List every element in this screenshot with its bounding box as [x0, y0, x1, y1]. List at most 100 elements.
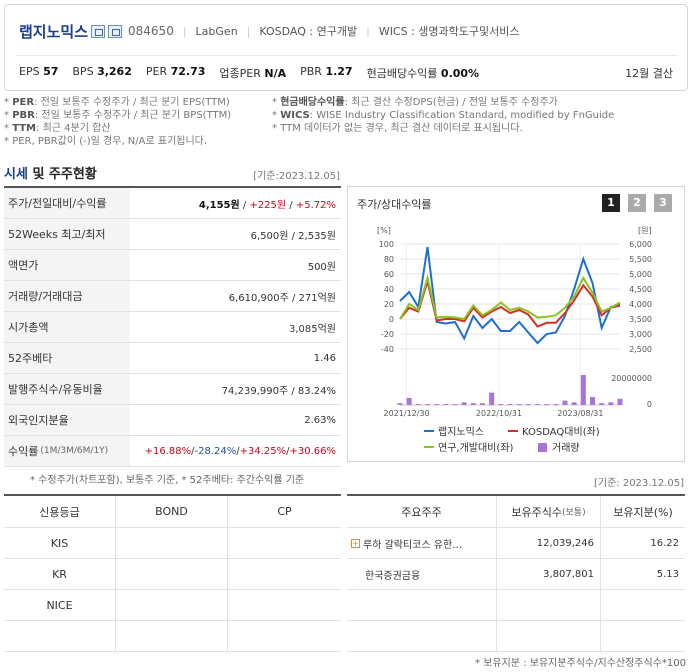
- volume-bar: [425, 404, 430, 405]
- x-tick-label: 2022/10/31: [476, 409, 522, 418]
- english-name: LabGen: [195, 24, 238, 38]
- chart-page-2-button[interactable]: 2: [628, 194, 646, 212]
- row-value: 1.46: [313, 352, 336, 364]
- left-tick-label: 0: [389, 315, 394, 324]
- table-header: 신용등급 BOND CP: [4, 496, 341, 528]
- volume-bar: [571, 402, 577, 405]
- quote-footnote: * 수정주가(차트포함), 보통주 기준, * 52주베타: 주간수익률 기준: [30, 475, 305, 486]
- volume-bar: [553, 404, 559, 405]
- volume-bar: [434, 404, 440, 405]
- col-header: CP: [277, 505, 292, 518]
- cp-rating: [228, 590, 341, 620]
- left-tick-label: 100: [379, 240, 394, 249]
- key-metrics: EPS 57 BPS 3,262 PER 72.73 업종PER N/A PBR…: [19, 65, 493, 81]
- header-divider: [15, 55, 677, 56]
- left-tick-label: -20: [381, 330, 394, 339]
- divider: |: [366, 24, 370, 38]
- volume-bar: [452, 404, 458, 405]
- holder-pct: [601, 590, 685, 620]
- series-line: [399, 273, 621, 321]
- right-tick-label: 2,500: [629, 345, 652, 354]
- volume-bar: [443, 404, 449, 405]
- volume-bar: [544, 404, 550, 405]
- metric-eps: EPS 57: [19, 65, 59, 78]
- row-label: 주가/전일대비/수익률: [4, 188, 130, 218]
- metric-dividend-yield: 현금배당수익률 0.00%: [366, 67, 480, 80]
- volume-bar: [580, 375, 586, 405]
- market-sector: KOSDAQ : 연구개발: [259, 25, 358, 38]
- col-header: 보유주식수 (보통): [497, 496, 601, 527]
- holder-name-cell: [347, 621, 497, 651]
- legend-label: 랩지노믹스: [438, 426, 484, 438]
- quote-table: 주가/전일대비/수익률 4,155원 / +225원 / +5.72% 52We…: [4, 186, 341, 467]
- stock-code: 084650: [128, 24, 174, 38]
- divider: |: [182, 24, 187, 38]
- expand-icon[interactable]: +: [351, 538, 360, 548]
- table-row: 52Weeks 최고/최저 6,500원 / 2,535원: [4, 219, 341, 250]
- table-row: + 루하 갈락티코스 유한… 12,039,246 16.22: [347, 528, 685, 559]
- note-dividend: * 현금배당수익률: 최근 결산 수정DPS(현금) / 전일 보통주 수정주가: [272, 97, 558, 108]
- bond-rating: [116, 559, 228, 589]
- volume-bar: [590, 397, 595, 405]
- table-row: [4, 621, 341, 652]
- row-label: 시가총액: [4, 312, 130, 342]
- table-row: 주가/전일대비/수익률 4,155원 / +225원 / +5.72%: [4, 188, 341, 219]
- note-ttm-missing: * TTM 데이터가 없는 경우, 최근 결산 데이터로 표시됩니다.: [272, 123, 523, 134]
- note-pbr: * PBR: 전일 보통주 수정주가 / 최근 분기 BPS(TTM): [4, 110, 232, 121]
- volume-bar: [489, 392, 495, 405]
- holder-shares: 12,039,246: [497, 528, 601, 558]
- note-ttm: * TTM: 최근 4분기 합산: [4, 123, 111, 134]
- holder-name-cell[interactable]: + 루하 갈락티코스 유한…: [347, 528, 497, 558]
- chart-title: 주가/상대수익률: [357, 198, 432, 211]
- volume-bar: [516, 404, 522, 405]
- table-row: KR: [4, 559, 341, 590]
- series-line: [399, 246, 621, 345]
- legend-label: KOSDAQ대비(좌): [522, 426, 600, 438]
- cp-rating: [228, 621, 341, 651]
- holder-shares: [497, 590, 601, 620]
- legend-label: 연구,개발대비(좌): [438, 442, 513, 454]
- legend-swatch: [538, 443, 547, 452]
- col-header: 신용등급: [4, 496, 116, 527]
- fiscal-year-end: 12월 결산: [625, 67, 673, 80]
- price-chart: [%] [원] 100 80 60 40 20 0 -20 -40 6,000 5,500 5,00…: [377, 226, 652, 454]
- building-icon[interactable]: [108, 24, 123, 38]
- volume-bar: [406, 397, 412, 405]
- volume-bar: [397, 403, 403, 405]
- note-per: * PER: 전일 보통주 수정주가 / 최근 분기 EPS(TTM): [4, 97, 230, 108]
- row-value: 6,610,900주 / 271억원: [228, 292, 336, 304]
- table-row: 외국인지분율 2.63%: [4, 405, 341, 436]
- home-icon[interactable]: [91, 24, 106, 38]
- volume-bar: [461, 402, 467, 405]
- row-value: 6,500원 / 2,535원: [250, 230, 336, 242]
- notes-right: * 현금배당수익률: 최근 결산 수정DPS(현금) / 전일 보통주 수정주가…: [272, 96, 614, 135]
- row-label: 거래량/거래대금: [4, 281, 130, 311]
- company-title-row: 랩지노믹스 084650 | LabGen | KOSDAQ : 연구개발 | …: [19, 19, 520, 43]
- volume-bar: [415, 404, 421, 405]
- row-value: 2.63%: [304, 414, 336, 426]
- col-header: 주요주주: [347, 496, 497, 527]
- metric-pbr: PBR 1.27: [300, 65, 353, 78]
- agency-name: KIS: [4, 528, 116, 558]
- chart-page-3-button[interactable]: 3: [654, 194, 672, 212]
- volume-bar: [562, 400, 568, 405]
- table-row: 수익률 (1M/3M/6M/1Y) +16.88%/-28.24%/+34.25%…: [4, 436, 341, 467]
- left-tick-label: -40: [381, 345, 394, 354]
- holder-shares: [497, 621, 601, 651]
- col-header: 보유지분(%): [613, 505, 673, 519]
- bond-rating: [116, 590, 228, 620]
- note-wics: * WICS: WISE Industry Classification Sta…: [272, 110, 615, 121]
- major-shareholders-table: 주요주주 보유주식수 (보통) 보유지분(%) + 루하 갈락티코스 유한… 12,…: [347, 494, 685, 652]
- metric-bps: BPS 3,262: [72, 65, 132, 78]
- right-tick-label: 5,000: [629, 270, 652, 279]
- holder-name-cell: [347, 590, 497, 620]
- quote-date: [기준:2023.12.05]: [253, 171, 340, 182]
- chart-page-1-button[interactable]: 1: [602, 194, 620, 212]
- volume-bar: [498, 404, 504, 405]
- volume-bar: [525, 404, 531, 405]
- credit-rating-table: 신용등급 BOND CP KIS KR NICE: [4, 494, 341, 652]
- volume-bar: [470, 403, 476, 405]
- table-row: 시가총액 3,085억원: [4, 312, 341, 343]
- table-row: 발행주식수/유동비율 74,239,990주 / 83.24%: [4, 374, 341, 405]
- cp-rating: [228, 528, 341, 558]
